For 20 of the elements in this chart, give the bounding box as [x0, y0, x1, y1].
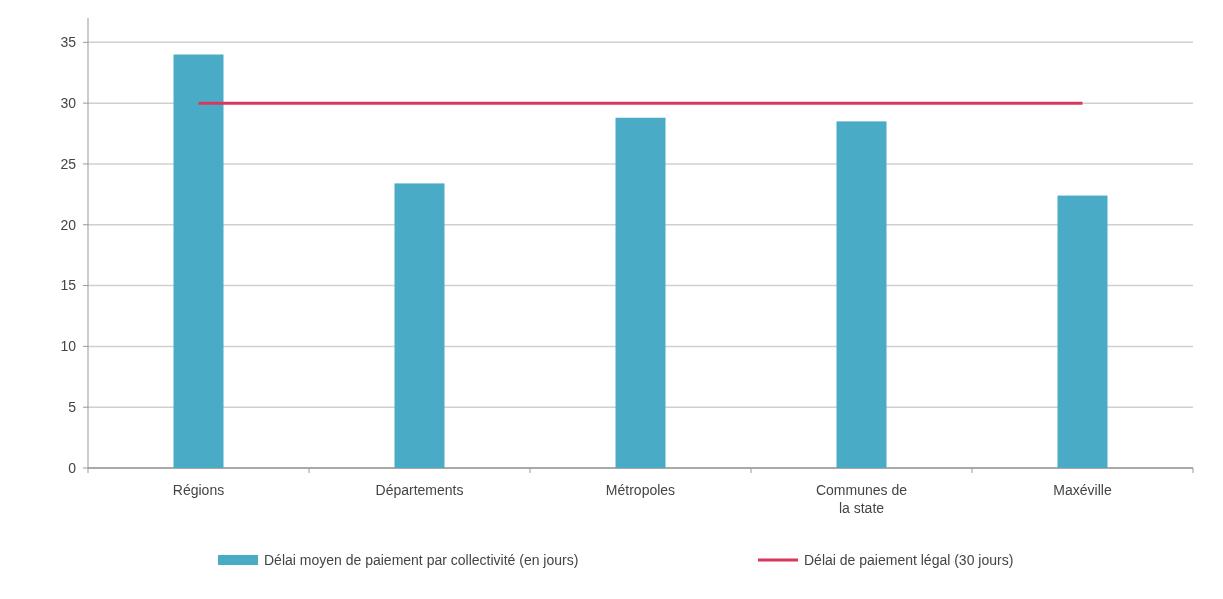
x-tick-label: Métropoles	[605, 481, 676, 498]
legend-label: Délai moyen de paiement par collectivité (en jours)	[264, 551, 579, 568]
bar	[173, 54, 224, 468]
legend-label: Délai de paiement légal (30 jours)	[804, 551, 1014, 568]
y-tick-label: 5	[68, 399, 77, 416]
bar	[394, 183, 445, 468]
x-tick-label: Communes de la state	[815, 481, 908, 517]
y-tick-label: 30	[60, 95, 77, 112]
y-tick-label: 20	[60, 216, 77, 233]
x-tick-label: Régions	[172, 481, 225, 498]
bar	[836, 121, 887, 468]
y-tick-label: 10	[60, 338, 77, 355]
y-tick-label: 0	[68, 459, 77, 476]
y-tick-label: 35	[60, 34, 77, 51]
y-tick-label: 25	[60, 155, 77, 172]
x-tick-label: Départements	[375, 481, 464, 498]
x-tick-label: Maxéville	[1053, 481, 1112, 498]
bar	[1057, 195, 1108, 468]
bar	[615, 117, 666, 468]
y-tick-label: 15	[60, 277, 77, 294]
